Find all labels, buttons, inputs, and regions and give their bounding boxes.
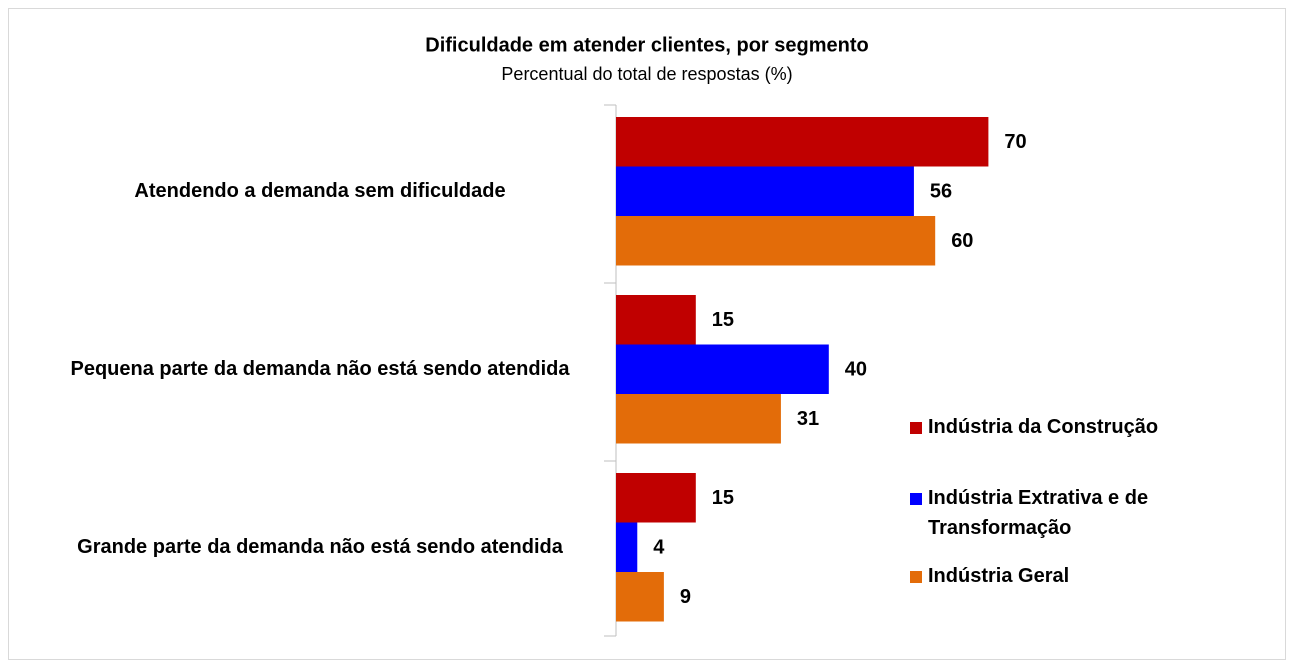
bar bbox=[616, 295, 696, 345]
legend-item: Indústria Geral bbox=[910, 561, 1250, 591]
data-label: 56 bbox=[930, 181, 952, 203]
legend-swatch bbox=[910, 571, 922, 583]
bar bbox=[616, 473, 696, 523]
data-label: 4 bbox=[653, 537, 665, 559]
legend-label: Indústria da Construção bbox=[928, 416, 1159, 438]
bar bbox=[616, 216, 936, 266]
data-label: 9 bbox=[680, 586, 691, 608]
legend-item: Indústria Extrativa e de Transformação bbox=[910, 483, 1250, 543]
bar bbox=[616, 394, 781, 444]
data-label: 31 bbox=[797, 408, 819, 430]
data-label: 70 bbox=[1004, 131, 1026, 153]
bar bbox=[616, 166, 914, 216]
legend-swatch bbox=[910, 493, 922, 505]
bar bbox=[616, 117, 989, 167]
category-label: Pequena parte da demanda não está sendo … bbox=[70, 358, 570, 381]
data-label: 40 bbox=[845, 359, 867, 381]
legend-item: Indústria da Construção bbox=[910, 412, 1250, 442]
data-label: 60 bbox=[951, 230, 973, 252]
legend-label: Indústria Geral bbox=[928, 565, 1070, 587]
bar bbox=[616, 522, 638, 572]
chart-subtitle: Percentual do total de respostas (%) bbox=[501, 64, 792, 84]
category-label: Atendendo a demanda sem dificuldade bbox=[134, 180, 506, 203]
bar bbox=[616, 344, 829, 394]
category-label: Grande parte da demanda não está sendo a… bbox=[77, 536, 563, 559]
data-label: 15 bbox=[712, 309, 734, 331]
bar bbox=[616, 572, 664, 622]
data-label: 15 bbox=[712, 487, 734, 509]
chart-title: Dificuldade em atender clientes, por seg… bbox=[425, 34, 868, 56]
legend-swatch bbox=[910, 422, 922, 434]
legend-label: Indústria Extrativa e de Transformação bbox=[928, 487, 1149, 539]
